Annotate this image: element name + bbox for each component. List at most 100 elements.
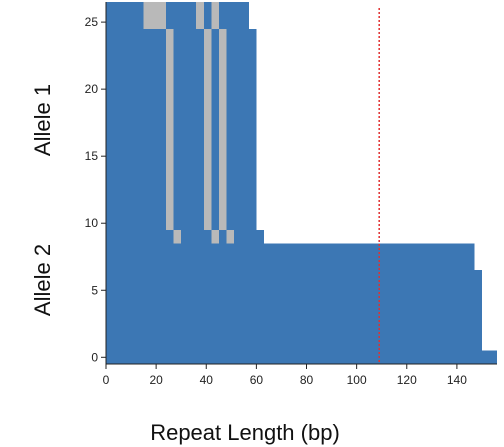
interruption-row-15-2 — [218, 149, 227, 163]
interruption-row-20-2 — [218, 82, 227, 96]
repeat-bar-row-8 — [106, 243, 475, 257]
interruption-row-17-2 — [218, 122, 227, 137]
repeat-bar-row-22 — [106, 55, 257, 70]
interruption-row-18-2 — [218, 109, 227, 123]
interruption-row-16-2 — [218, 136, 227, 150]
repeat-bar-row-5 — [106, 283, 482, 297]
repeat-bar-row-15 — [106, 149, 257, 163]
y-tick-label-25: 25 — [85, 15, 99, 29]
interruption-row-13-2 — [218, 176, 227, 190]
repeat-bar-row-10 — [106, 216, 257, 230]
repeat-bar-row-17 — [106, 122, 257, 137]
repeat-bar-row-6 — [106, 270, 482, 284]
interruption-row-9-1 — [211, 229, 219, 244]
interruption-row-9-2 — [226, 229, 234, 244]
interruption-row-14-0 — [166, 162, 174, 177]
interruption-row-24-1 — [203, 28, 212, 43]
interruption-row-10-0 — [166, 216, 174, 230]
interruption-row-19-1 — [203, 95, 212, 110]
interruption-row-22-2 — [218, 55, 227, 70]
interruption-row-18-1 — [203, 109, 212, 123]
axis-titles: Repeat Length (bp) Allele 1 Allele 2 — [30, 84, 340, 445]
interruption-row-13-0 — [166, 176, 174, 190]
interruption-row-24-2 — [218, 28, 227, 43]
interruption-row-11-1 — [203, 203, 212, 217]
repeat-bar-row-0 — [106, 350, 497, 364]
repeat-bar-row-21 — [106, 69, 257, 83]
repeat-bar-row-4 — [106, 296, 482, 311]
interruption-row-23-0 — [166, 42, 174, 56]
y-tick-label-0: 0 — [91, 350, 98, 364]
interruption-row-10-1 — [203, 216, 212, 230]
y-tick-label-5: 5 — [91, 283, 98, 297]
interruption-row-23-2 — [218, 42, 227, 56]
interruption-row-23-1 — [203, 42, 212, 56]
repeat-bar-row-11 — [106, 203, 257, 217]
interruption-row-21-0 — [166, 69, 174, 83]
interruption-row-19-2 — [218, 95, 227, 110]
x-tick-label-40: 40 — [200, 373, 214, 387]
x-axis-title: Repeat Length (bp) — [150, 420, 340, 445]
interruption-row-21-2 — [218, 69, 227, 83]
repeat-bar-row-23 — [106, 42, 257, 56]
y-tick-label-15: 15 — [85, 149, 99, 163]
repeat-bar-row-1 — [106, 337, 482, 351]
x-tick-label-60: 60 — [250, 373, 264, 387]
heatmap-cells — [106, 2, 497, 364]
interruption-row-15-0 — [166, 149, 174, 163]
interruption-row-24-0 — [166, 28, 174, 43]
interruption-row-12-2 — [218, 189, 227, 204]
interruption-row-14-2 — [218, 162, 227, 177]
interruption-row-12-1 — [203, 189, 212, 204]
repeat-bar-row-26 — [106, 2, 249, 16]
interruption-row-22-1 — [203, 55, 212, 70]
repeat-bar-row-16 — [106, 136, 257, 150]
interruption-row-25-0 — [143, 15, 167, 29]
interruption-row-25-2 — [211, 15, 219, 29]
y-group-label-allele-2: Allele 2 — [30, 244, 55, 316]
repeat-bar-row-9 — [106, 229, 264, 244]
interruption-row-25-1 — [196, 15, 204, 29]
interruption-row-20-1 — [203, 82, 212, 96]
interruption-row-26-0 — [143, 2, 167, 16]
y-tick-label-10: 10 — [85, 216, 99, 230]
interruption-row-11-0 — [166, 203, 174, 217]
repeat-bar-row-2 — [106, 323, 482, 338]
repeat-bar-row-24 — [106, 28, 257, 43]
interruption-row-11-2 — [218, 203, 227, 217]
interruption-row-15-1 — [203, 149, 212, 163]
interruption-row-9-0 — [173, 229, 182, 244]
interruption-row-16-0 — [166, 136, 174, 150]
repeat-bar-row-12 — [106, 189, 257, 204]
x-tick-label-80: 80 — [300, 373, 314, 387]
interruption-row-18-0 — [166, 109, 174, 123]
x-tick-label-0: 0 — [103, 373, 110, 387]
repeat-bar-row-3 — [106, 310, 482, 324]
repeat-bar-row-7 — [106, 256, 475, 271]
repeat-bar-row-18 — [106, 109, 257, 123]
repeat-bar-row-19 — [106, 95, 257, 110]
interruption-row-10-2 — [218, 216, 227, 230]
interruption-row-20-0 — [166, 82, 174, 96]
x-tick-label-120: 120 — [397, 373, 417, 387]
interruption-row-12-0 — [166, 189, 174, 204]
axes-layer: 0 20 40 60 80 100 120 140 0 5 10 15 20 25 — [85, 2, 497, 387]
y-tick-label-20: 20 — [85, 82, 99, 96]
y-group-label-allele-1: Allele 1 — [30, 84, 55, 156]
x-tick-label-140: 140 — [447, 373, 467, 387]
interruption-row-17-0 — [166, 122, 174, 137]
interruption-row-26-2 — [211, 2, 219, 16]
x-tick-label-100: 100 — [347, 373, 367, 387]
repeat-bar-row-14 — [106, 162, 257, 177]
interruption-row-16-1 — [203, 136, 212, 150]
interruption-row-21-1 — [203, 69, 212, 83]
repeat-bar-row-20 — [106, 82, 257, 96]
interruption-row-13-1 — [203, 176, 212, 190]
repeat-bar-row-25 — [106, 15, 249, 29]
interruption-row-14-1 — [203, 162, 212, 177]
interruption-row-17-1 — [203, 122, 212, 137]
interruption-row-19-0 — [166, 95, 174, 110]
interruption-row-22-0 — [166, 55, 174, 70]
